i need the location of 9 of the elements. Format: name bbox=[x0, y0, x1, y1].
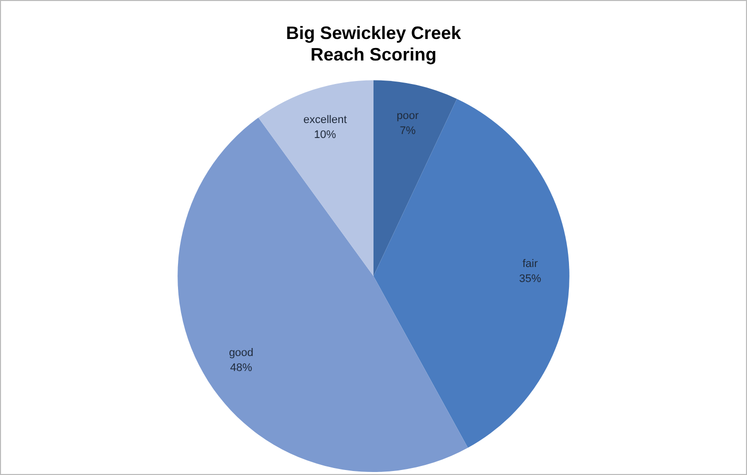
data-label: 35% bbox=[519, 273, 542, 286]
slice-label: poor bbox=[396, 110, 420, 122]
data-label: 48% bbox=[230, 362, 252, 374]
slice-label: good bbox=[228, 347, 254, 360]
slice-label: excellent bbox=[303, 114, 347, 126]
slice-label: fair bbox=[522, 258, 538, 270]
chart-title: Big Sewickley Creek Reach Scoring bbox=[286, 22, 462, 64]
data-label: 7% bbox=[400, 125, 416, 138]
data-label: 10% bbox=[314, 129, 336, 142]
